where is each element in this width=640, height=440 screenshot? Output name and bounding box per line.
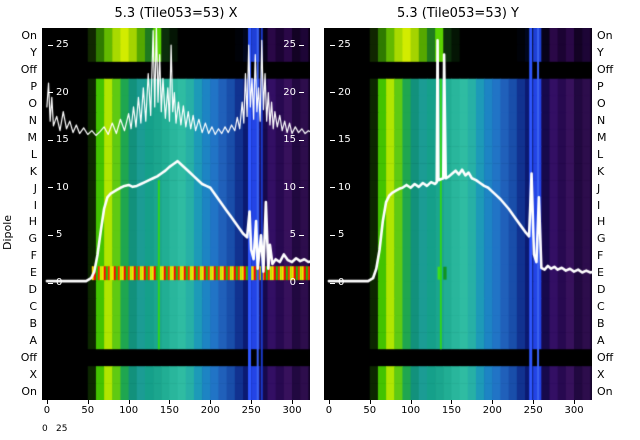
row-label-right: G — [597, 232, 606, 246]
row-label-left: A — [29, 333, 37, 347]
x-tick-label: 200 — [482, 405, 502, 416]
x-tick-mark — [169, 400, 171, 404]
x-tick-label: 300 — [564, 405, 584, 416]
row-label-left: P — [30, 80, 37, 94]
row-label-left: E — [30, 266, 37, 280]
row-label-right: E — [597, 266, 604, 280]
row-label-left: Off — [20, 63, 37, 77]
row-label-right: I — [597, 198, 601, 212]
row-label-left: F — [30, 249, 37, 263]
row-label-right: J — [597, 181, 601, 195]
x-tick-mark — [210, 400, 212, 404]
row-label-right: F — [597, 249, 604, 263]
x-tick-label: 100 — [401, 405, 421, 416]
plot-title-x: 5.3 (Tile053=53) X — [114, 6, 238, 21]
x-tick-mark — [533, 400, 535, 404]
x-tick-mark — [410, 400, 412, 404]
footer-tick-25: 25 — [56, 424, 68, 434]
row-label-left: Off — [20, 350, 37, 364]
row-label-left: N — [28, 114, 37, 127]
row-label-left: J — [33, 181, 37, 195]
row-label-left: I — [33, 198, 37, 212]
row-label-right: X — [597, 367, 605, 381]
x-tick-mark — [87, 400, 89, 404]
row-label-right: N — [597, 114, 606, 127]
row-label-left: G — [28, 232, 37, 246]
row-label-right: M — [597, 130, 607, 144]
x-tick-label: 200 — [200, 405, 220, 416]
row-label-left: X — [29, 367, 37, 381]
row-label-right: O — [597, 97, 606, 111]
x-tick-label: 250 — [523, 405, 543, 416]
row-label-left: On — [21, 384, 37, 398]
row-label-right: H — [597, 215, 606, 229]
row-label-left: L — [30, 147, 37, 161]
row-label-right: On — [597, 384, 613, 398]
x-tick-mark — [251, 400, 253, 404]
heatmap-plot-x: 25 25 20 20 15 15 10 10 5 5 0 0 — [42, 28, 310, 400]
x-tick-mark — [292, 400, 294, 404]
row-label-left: O — [28, 97, 37, 111]
row-label-right: Off — [597, 63, 614, 77]
plot-title-y: 5.3 (Tile053=53) Y — [396, 6, 520, 21]
row-label-right: Y — [597, 46, 604, 60]
x-tick-label: 100 — [119, 405, 139, 416]
row-label-right: L — [597, 147, 604, 161]
row-label-right: D — [597, 283, 606, 297]
x-tick-mark — [46, 400, 48, 404]
x-tick-label: 300 — [282, 405, 302, 416]
row-label-left: Y — [30, 46, 37, 60]
x-tick-mark — [451, 400, 453, 404]
x-tick-mark — [574, 400, 576, 404]
x-tick-mark — [369, 400, 371, 404]
row-label-right: K — [597, 164, 605, 178]
heatmap-canvas-x — [42, 28, 310, 400]
x-tick-mark — [328, 400, 330, 404]
row-label-left: H — [28, 215, 37, 229]
x-tick-mark — [492, 400, 494, 404]
x-tick-label: 150 — [441, 405, 461, 416]
row-label-left: K — [29, 164, 37, 178]
row-label-right: A — [597, 333, 605, 347]
footer-tick-zero: 0 — [42, 424, 48, 434]
row-label-right: Off — [597, 350, 614, 364]
x-tick-label: 50 — [81, 405, 95, 416]
row-label-right: On — [597, 29, 613, 43]
heatmap-canvas-y — [324, 28, 592, 400]
x-tick-label: 0 — [325, 405, 333, 416]
x-tick-label: 50 — [363, 405, 377, 416]
row-label-left: On — [21, 29, 37, 43]
row-label-right: P — [597, 80, 604, 94]
x-tick-mark — [128, 400, 130, 404]
row-label-left: D — [28, 283, 37, 297]
heatmap-plot-y: 25 20 15 10 5 0 — [324, 28, 592, 400]
row-label-left: C — [29, 300, 37, 313]
x-tick-label: 0 — [43, 405, 51, 416]
row-label-left: M — [27, 130, 38, 144]
row-label-right: C — [597, 300, 605, 313]
x-tick-label: 150 — [159, 405, 179, 416]
row-label-left: B — [29, 316, 37, 330]
x-tick-label: 250 — [241, 405, 261, 416]
row-label-right: B — [597, 316, 605, 330]
